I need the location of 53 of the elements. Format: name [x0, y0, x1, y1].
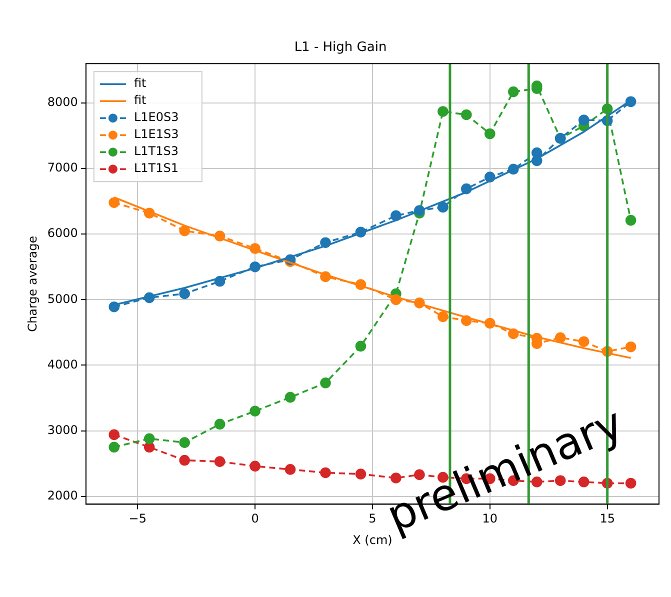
point: [484, 128, 496, 140]
legend-label: L1E0S3: [134, 110, 179, 124]
point: [461, 109, 472, 120]
point: [625, 341, 636, 352]
legend-label: fit: [134, 76, 146, 90]
point: [284, 464, 296, 475]
y-tick-label: 4000: [47, 357, 78, 372]
point: [625, 96, 636, 108]
legend-label: fit: [134, 93, 146, 108]
point: [438, 311, 448, 322]
y-axis-title: Charge average: [25, 236, 40, 332]
point: [179, 225, 190, 236]
point: [320, 378, 331, 388]
point: [284, 392, 296, 403]
point: [144, 442, 155, 453]
x-tick-label: 5: [368, 512, 376, 526]
point: [508, 86, 519, 98]
point: [179, 288, 190, 300]
point: [320, 467, 331, 478]
y-tick-label: 6000: [47, 226, 78, 240]
x-tick-label: 0: [251, 512, 259, 526]
x-axis-title: X (cm): [352, 532, 392, 547]
y-tick-label: 2000: [47, 488, 78, 502]
point: [214, 418, 226, 430]
x-tick-label: −5: [128, 512, 146, 526]
point: [108, 442, 120, 453]
point: [390, 210, 402, 222]
point: [144, 433, 155, 444]
point: [250, 406, 260, 416]
point: [108, 197, 120, 208]
legend-label: L1E1S3: [134, 127, 179, 142]
y-tick-label: 8000: [47, 95, 78, 110]
point: [108, 301, 120, 312]
chart-title: L1 - High Gain: [294, 40, 387, 56]
point: [355, 340, 366, 352]
point: [179, 454, 190, 466]
point: [355, 468, 366, 480]
y-tick-label: 7000: [47, 160, 78, 175]
point: [625, 214, 636, 226]
point: [250, 460, 260, 472]
point: [438, 202, 448, 213]
y-tick-label: 5000: [47, 292, 78, 306]
point: [179, 437, 190, 448]
point: [214, 456, 226, 467]
point: [554, 332, 566, 344]
y-tick-label: 3000: [47, 422, 78, 437]
point: [438, 106, 448, 117]
legend-label: L1T1S3: [134, 144, 178, 158]
point: [578, 114, 590, 126]
legend-label: L1T1S1: [134, 161, 178, 176]
point: [578, 336, 590, 347]
point: [108, 429, 120, 440]
point: [625, 478, 636, 489]
